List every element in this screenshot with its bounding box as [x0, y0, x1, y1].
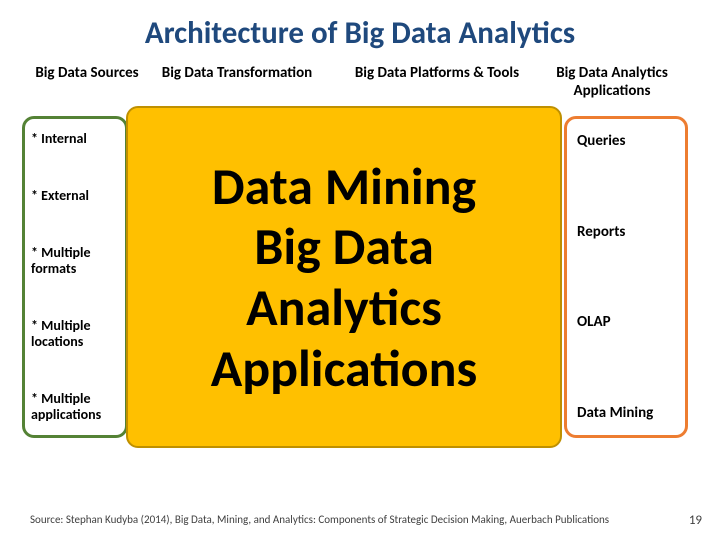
header-sources: Big Data Sources	[32, 64, 142, 100]
overlay-callout: Data Mining Big Data Analytics Applicati…	[126, 106, 562, 448]
diagram-content: * Internal * External * Multiple formats…	[0, 104, 720, 456]
app-item-olap: OLAP	[577, 306, 677, 339]
header-applications: Big Data Analytics Applications	[542, 64, 682, 100]
app-item-queries: Queries	[577, 125, 677, 158]
header-platforms: Big Data Platforms & Tools	[332, 64, 542, 100]
header-transformation: Big Data Transformation	[142, 64, 332, 100]
column-headers: Big Data Sources Big Data Transformation…	[0, 60, 720, 100]
source-item: * Internal	[29, 129, 121, 149]
source-item: * Multiple applications	[29, 389, 121, 425]
page-number: 19	[689, 513, 702, 528]
overlay-line: Applications	[211, 341, 478, 396]
overlay-line: Data Mining	[212, 159, 476, 214]
slide-title: Architecture of Big Data Analytics	[0, 0, 720, 60]
source-item: * Multiple locations	[29, 316, 121, 352]
source-citation: Source: Stephan Kudyba (2014), Big Data,…	[30, 513, 609, 526]
source-item: * External	[29, 186, 121, 206]
source-item: * Multiple formats	[29, 243, 121, 279]
app-item-datamining: Data Mining	[577, 397, 677, 430]
sources-box: * Internal * External * Multiple formats…	[22, 116, 128, 438]
app-item-reports: Reports	[577, 216, 677, 249]
applications-box: Queries Reports OLAP Data Mining	[564, 116, 688, 438]
overlay-line: Analytics	[246, 280, 442, 335]
overlay-line: Big Data	[254, 219, 434, 274]
